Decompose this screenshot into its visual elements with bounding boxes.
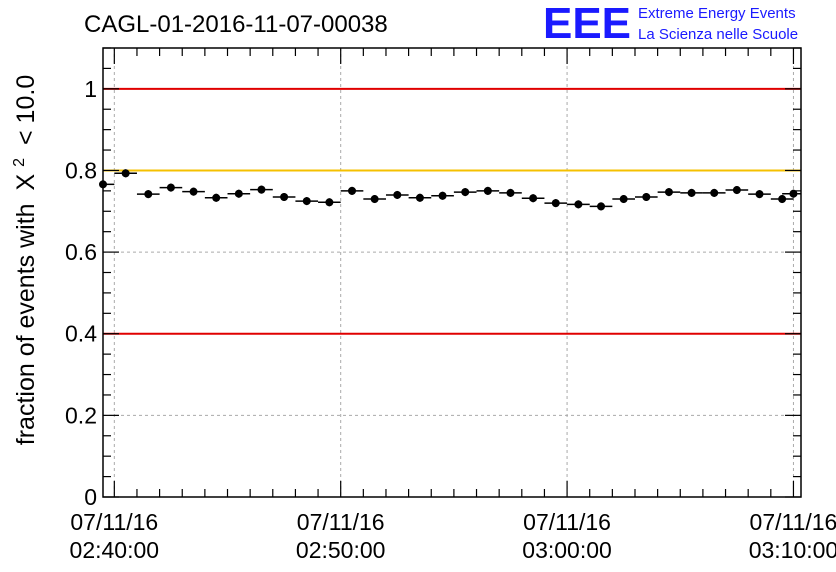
- y-tick-label: 1: [84, 76, 97, 102]
- data-point: [597, 202, 606, 211]
- logo-line-1: Extreme Energy Events: [638, 5, 796, 22]
- y-tick-label: 0.6: [65, 239, 97, 265]
- data-point: [212, 193, 221, 202]
- y-tick-label: 0.8: [65, 157, 97, 183]
- data-point: [280, 192, 289, 201]
- data-point: [483, 186, 492, 195]
- data-point: [529, 194, 538, 203]
- data-point: [121, 169, 130, 178]
- data-point: [302, 197, 311, 206]
- data-point: [370, 195, 379, 204]
- data-point: [166, 183, 175, 192]
- y-axis-label-text: fraction of events with: [12, 203, 40, 445]
- x-tick-label-date: 07/11/16: [70, 509, 158, 535]
- x-tick-label-time: 03:00:00: [522, 537, 612, 563]
- data-point: [574, 200, 583, 209]
- data-point: [415, 193, 424, 202]
- x-tick-label-date: 07/11/16: [297, 509, 385, 535]
- data-point: [755, 190, 764, 199]
- reference-lines: [103, 87, 801, 335]
- chart-title: CAGL-01-2016-11-07-00038: [84, 11, 388, 38]
- y-axis-label: fraction of events with X 2 < 10.0: [2, 75, 40, 445]
- data-point: [438, 191, 447, 200]
- logo-line-2: La Scienza nelle Scuole: [638, 26, 798, 43]
- eee-logo: EEE Extreme Energy Events La Scienza nel…: [543, 0, 798, 48]
- data-point: [710, 188, 719, 197]
- x-tick-label-date: 07/11/16: [750, 509, 836, 535]
- data-point: [189, 187, 198, 196]
- data-points: [99, 169, 801, 211]
- y-axis-label-symbol: X: [12, 173, 40, 190]
- tick-labels: 00.20.40.60.8107/11/1602:40:0007/11/1602…: [65, 76, 836, 563]
- data-point: [619, 195, 628, 204]
- x-tick-label-date: 07/11/16: [523, 509, 611, 535]
- y-tick-label: 0.2: [65, 402, 97, 428]
- data-point: [348, 186, 357, 195]
- plot-frame: [102, 47, 802, 498]
- data-point: [393, 190, 402, 199]
- data-point: [664, 188, 673, 197]
- data-point: [732, 186, 741, 195]
- grid: [103, 48, 801, 497]
- data-point: [257, 185, 266, 194]
- y-axis-label-tail: < 10.0: [12, 75, 40, 145]
- x-tick-label-time: 02:40:00: [70, 537, 160, 563]
- data-point: [506, 188, 515, 197]
- x-tick-label-time: 02:50:00: [296, 537, 386, 563]
- y-axis-label-exponent: 2: [11, 158, 28, 167]
- axes: [102, 47, 802, 498]
- y-tick-label: 0: [84, 484, 97, 510]
- data-point: [144, 190, 153, 199]
- data-point: [325, 198, 334, 207]
- data-point: [687, 188, 696, 197]
- data-point: [461, 188, 470, 197]
- data-point: [778, 195, 787, 204]
- logo-mark: EEE: [543, 0, 631, 48]
- y-tick-label: 0.4: [65, 321, 97, 347]
- data-point: [551, 199, 560, 208]
- data-point: [789, 189, 798, 198]
- data-point: [234, 189, 243, 198]
- data-point: [642, 192, 651, 201]
- x-tick-label-time: 03:10:00: [749, 537, 836, 563]
